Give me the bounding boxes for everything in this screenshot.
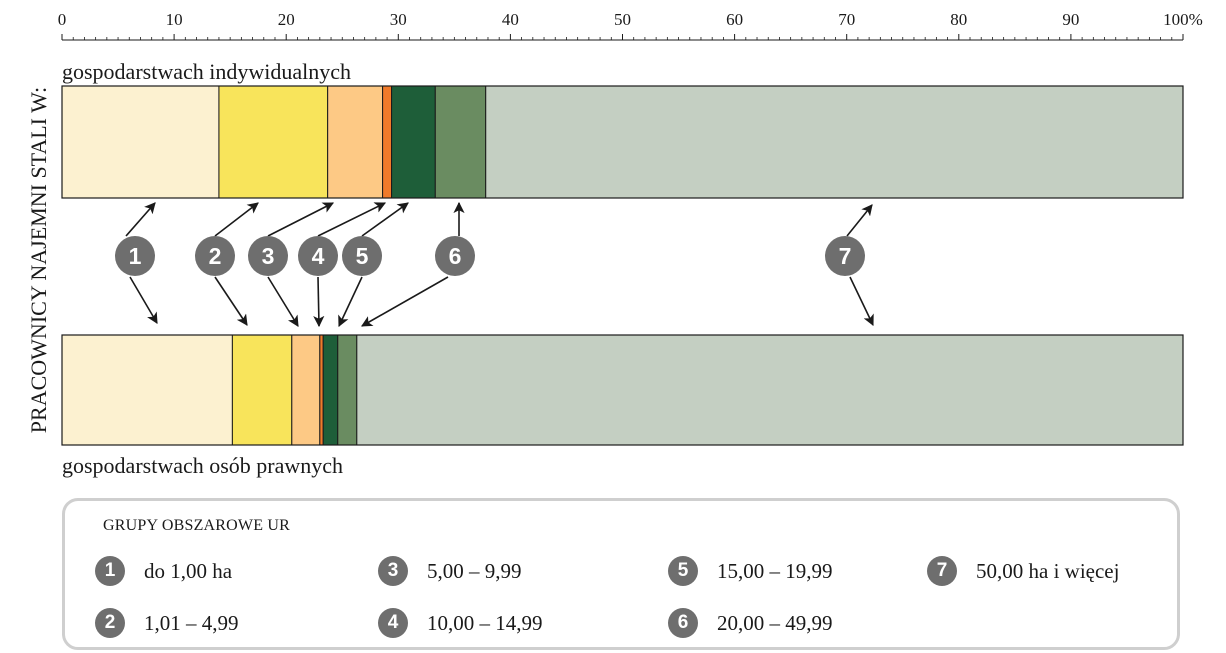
bar-segment xyxy=(327,85,384,199)
arrow-to-bottom-bar xyxy=(849,276,874,327)
x-axis: 0 10 20 30 40 50 60 70 80 90 100% xyxy=(58,10,1203,41)
arrow-to-bottom-bar xyxy=(129,276,158,324)
legend-item: 7 50,00 ha i więcej xyxy=(927,556,1119,586)
x-tick-label: 70 xyxy=(838,10,855,29)
segment-marker xyxy=(298,236,338,276)
x-tick-label: 10 xyxy=(166,10,183,29)
bar-segment xyxy=(291,334,321,446)
bar-segment xyxy=(319,334,324,446)
segment-marker xyxy=(115,236,155,276)
segment-marker xyxy=(248,236,288,276)
segment-markers: 1 2 3 4 5 6 7 xyxy=(115,236,865,276)
legend-item: 3 5,00 – 9,99 xyxy=(378,556,522,586)
segment-marker-label: 2 xyxy=(209,243,222,269)
category-label-top: gospodarstwach indywidualnych xyxy=(62,59,351,84)
arrow-to-top-bar xyxy=(214,202,259,237)
legend-number-badge: 1 xyxy=(95,556,125,586)
segment-marker xyxy=(195,236,235,276)
x-tick-label: 40 xyxy=(502,10,519,29)
legend-label: 5,00 – 9,99 xyxy=(427,558,522,583)
bar-segment xyxy=(434,85,487,199)
legend-number-badge: 3 xyxy=(378,556,408,586)
bar-segment xyxy=(61,85,220,199)
segment-marker-label: 3 xyxy=(262,243,275,269)
x-tick-label: 60 xyxy=(726,10,743,29)
legend-title: GRUPY OBSZAROWE UR xyxy=(103,517,291,534)
segment-marker xyxy=(342,236,382,276)
arrow-to-top-bar xyxy=(846,204,873,237)
bar-segment xyxy=(337,334,358,446)
bar-outline xyxy=(61,85,1184,199)
legend-label: 10,00 – 14,99 xyxy=(427,610,543,635)
bar-outline xyxy=(61,334,1184,446)
segment-marker-label: 6 xyxy=(449,243,462,269)
legend-item: 2 1,01 – 4,99 xyxy=(95,608,239,638)
legend-label: 20,00 – 49,99 xyxy=(717,610,833,635)
bar-segment xyxy=(382,85,393,199)
side-label: PRACOWNICY NAJEMNI STALI W: xyxy=(26,87,51,433)
x-tick-label: 100% xyxy=(1163,10,1203,29)
bar-segment xyxy=(485,85,1184,199)
legend: GRUPY OBSZAROWE UR 1 do 1,00 ha 2 1,01 – 4,… xyxy=(62,498,1180,650)
bar-segment xyxy=(322,334,339,446)
legend-number-badge: 2 xyxy=(95,608,125,638)
x-tick-label: 80 xyxy=(950,10,967,29)
bar-segment xyxy=(391,85,436,199)
legend-item: 1 do 1,00 ha xyxy=(95,556,232,586)
x-tick-label: 90 xyxy=(1062,10,1079,29)
legend-number-badge: 7 xyxy=(927,556,957,586)
legend-number-badge: 6 xyxy=(668,608,698,638)
x-tick-label: 20 xyxy=(278,10,295,29)
legend-label: 1,01 – 4,99 xyxy=(144,610,239,635)
arrow-to-bottom-bar xyxy=(267,276,299,327)
legend-number-badge: 4 xyxy=(378,608,408,638)
segment-marker-label: 7 xyxy=(839,243,852,269)
arrow-to-bottom-bar xyxy=(338,276,363,328)
category-label-bottom: gospodarstwach osób prawnych xyxy=(62,453,343,478)
x-tick-label: 30 xyxy=(390,10,407,29)
x-tick-label: 0 xyxy=(58,10,67,29)
segment-marker xyxy=(435,236,475,276)
legend-item: 5 15,00 – 19,99 xyxy=(668,556,833,586)
arrow-to-bottom-bar xyxy=(313,276,325,328)
legend-label: 15,00 – 19,99 xyxy=(717,558,833,583)
legend-label: do 1,00 ha xyxy=(144,558,233,583)
bars xyxy=(61,85,1184,446)
legend-item: 6 20,00 – 49,99 xyxy=(668,608,833,638)
bar-segment xyxy=(356,334,1184,446)
segment-marker-label: 4 xyxy=(312,243,325,269)
segment-marker-label: 5 xyxy=(356,243,369,269)
bar-segment xyxy=(231,334,293,446)
legend-number-badge: 5 xyxy=(668,556,698,586)
bar-segment xyxy=(218,85,329,199)
arrows xyxy=(125,201,874,328)
legend-label: 50,00 ha i więcej xyxy=(976,558,1120,583)
segment-marker-label: 1 xyxy=(129,243,142,269)
bar-segment xyxy=(61,334,233,446)
arrow-to-bottom-bar xyxy=(361,276,449,327)
arrow-to-top-bar xyxy=(317,202,387,237)
arrow-to-top-bar xyxy=(361,202,409,237)
arrow-to-top-bar xyxy=(125,202,156,237)
legend-item: 4 10,00 – 14,99 xyxy=(378,608,543,638)
segment-marker xyxy=(825,236,865,276)
x-tick-label: 50 xyxy=(614,10,631,29)
arrow-to-top-bar xyxy=(267,202,334,237)
arrow-to-bottom-bar xyxy=(214,276,248,326)
